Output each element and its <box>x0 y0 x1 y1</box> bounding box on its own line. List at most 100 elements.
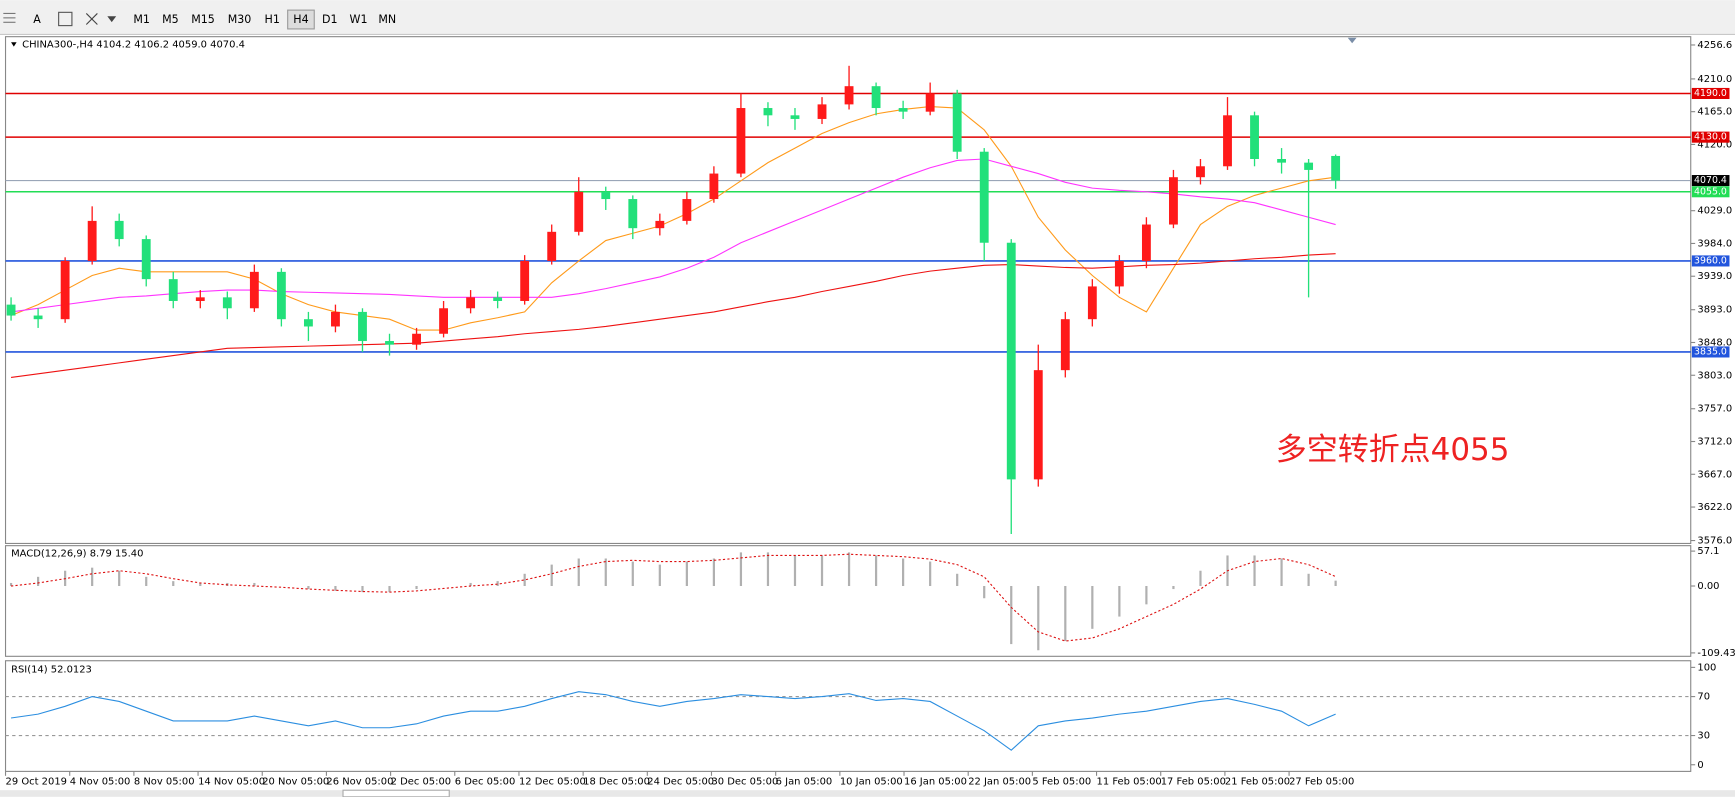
level-tag <box>1691 131 1730 143</box>
candle-body <box>709 173 719 200</box>
x-tick-label: 26 Nov 05:00 <box>326 776 393 787</box>
candle-body <box>168 279 178 301</box>
y-tick-label: 3803.0 <box>1697 370 1732 381</box>
x-tick-label: 27 Feb 05:00 <box>1289 776 1354 787</box>
shapes-tool[interactable] <box>85 13 117 25</box>
y-tick-label: 3712.0 <box>1697 437 1732 448</box>
level-tag <box>1691 175 1730 187</box>
shift-marker <box>1347 37 1357 44</box>
moving-average <box>10 106 1336 331</box>
candle-body <box>925 93 935 112</box>
label-tool[interactable] <box>58 11 73 27</box>
x-tick-label: 4 Nov 05:00 <box>70 776 131 787</box>
timeframe-button[interactable] <box>157 10 184 29</box>
toolbar: A <box>3 11 117 27</box>
timeframe-label: H1 <box>265 13 280 26</box>
y-tick-label: 57.1 <box>1697 546 1719 557</box>
level-label: 3835.0 <box>1694 346 1727 357</box>
timeframe-label: H4 <box>293 13 308 26</box>
macd-frame <box>4 545 1692 657</box>
x-tick-label: 12 Dec 05:00 <box>519 776 586 787</box>
y-tick-label: 3757.0 <box>1697 404 1732 415</box>
timeframe-label: M30 <box>228 13 252 26</box>
y-tick-label: 0 <box>1697 760 1703 771</box>
tab-strip <box>0 790 1735 797</box>
timeframe-label: D1 <box>322 13 338 26</box>
annotation: 多空转折点4055 <box>1276 432 1510 468</box>
y-tick-label: 4210.0 <box>1697 74 1732 85</box>
y-tick-label: 3622.0 <box>1697 502 1732 513</box>
candle-body <box>331 311 340 327</box>
x-tick-label: 10 Jan 05:00 <box>840 776 903 787</box>
tab[interactable] <box>342 789 450 797</box>
timeframe-button[interactable] <box>128 10 155 29</box>
y-tick-label: 3848.0 <box>1697 337 1732 348</box>
y-tick-label: 3667.0 <box>1697 469 1732 480</box>
y-tick-label: 70 <box>1697 692 1710 703</box>
y-tick-label: 3893.0 <box>1697 305 1732 316</box>
candle-body <box>195 297 205 301</box>
candle-body <box>114 220 124 240</box>
level-tag <box>1691 346 1730 358</box>
x-tick-label: 24 Dec 05:00 <box>647 776 714 787</box>
level-label: 4055.0 <box>1694 186 1727 197</box>
y-tick-label: 3939.0 <box>1697 271 1732 282</box>
candle-body <box>601 191 611 200</box>
rsi-title: RSI(14) 52.0123 <box>11 665 92 676</box>
x-tick-label: 6 Dec 05:00 <box>455 776 516 787</box>
y-tick-label: 4256.6 <box>1697 40 1732 51</box>
candle-body <box>520 260 530 301</box>
candle-body <box>1114 260 1124 287</box>
x-tick-label: 22 Jan 05:00 <box>968 776 1031 787</box>
candle-body <box>1087 286 1097 320</box>
moving-average <box>10 253 1336 378</box>
candle-body <box>1141 224 1151 261</box>
timeframe-button[interactable] <box>222 10 257 29</box>
x-tick-label: 21 Feb 05:00 <box>1225 776 1290 787</box>
chart-header: CHINA300-,H4 4104.2 4106.2 4059.0 4070.4 <box>22 39 245 50</box>
timeframe-label: W1 <box>350 13 368 26</box>
candle-body <box>1331 155 1341 181</box>
candle-body <box>87 220 97 261</box>
level-label: 4190.0 <box>1694 88 1727 99</box>
candle-body <box>222 297 232 309</box>
candle-body <box>952 93 962 152</box>
timeframe-button[interactable] <box>185 10 221 29</box>
x-tick-label: 30 Dec 05:00 <box>711 776 778 787</box>
timeframe-label: M5 <box>162 13 179 26</box>
candle-body <box>1277 158 1286 163</box>
candle-body <box>1223 115 1232 167</box>
candle-body <box>790 115 800 119</box>
timeframe-label: M15 <box>191 13 215 26</box>
candle-body <box>736 108 746 174</box>
y-tick-label: 3984.0 <box>1697 238 1732 249</box>
x-tick-label: 29 Oct 2019 <box>6 776 67 787</box>
x-tick-label: 6 Jan 05:00 <box>776 776 833 787</box>
header-arrow <box>11 42 17 47</box>
candle-body <box>439 308 449 334</box>
candle-body <box>1033 370 1043 480</box>
x-tick-label: 11 Feb 05:00 <box>1097 776 1162 787</box>
timeframe-label: M1 <box>133 13 150 26</box>
moving-average <box>10 158 1336 313</box>
candle-body <box>249 271 259 309</box>
y-tick-label: 4029.0 <box>1697 206 1732 217</box>
y-tick-label: 4120.0 <box>1697 139 1732 150</box>
candle-body <box>385 341 394 345</box>
candle-body <box>574 191 584 232</box>
timeframe-button[interactable] <box>316 10 344 29</box>
y-tick-label: 100 <box>1697 662 1716 673</box>
candle-body <box>6 304 16 316</box>
timeframe-button[interactable] <box>345 10 372 29</box>
text-tool[interactable]: A <box>33 13 41 26</box>
candle-body <box>682 199 692 221</box>
level-tag <box>1691 255 1730 267</box>
candle-body <box>628 199 638 229</box>
candle-body <box>33 315 43 320</box>
candle-body <box>358 311 367 342</box>
timeframe-button[interactable] <box>287 9 315 30</box>
y-tick-label: 0.00 <box>1697 581 1719 592</box>
timeframe-button[interactable] <box>258 10 286 29</box>
timeframe-button[interactable] <box>373 10 401 29</box>
